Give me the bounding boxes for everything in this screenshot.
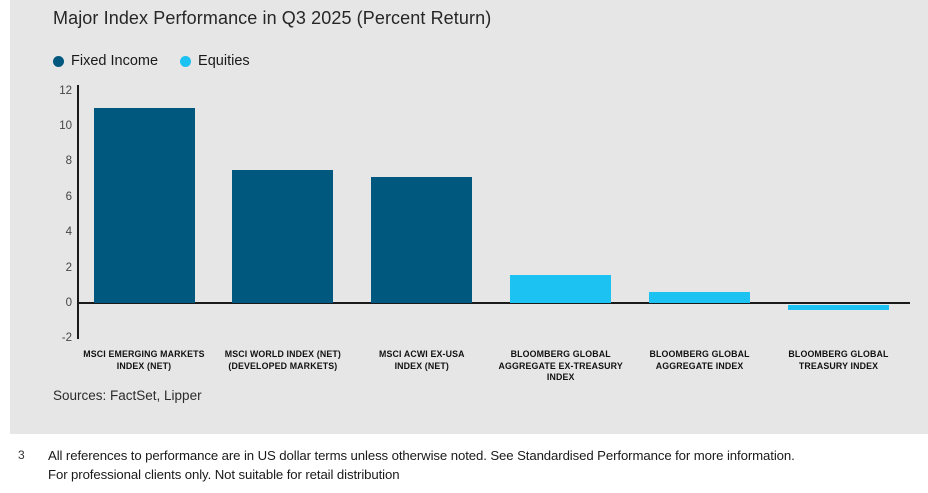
bar [93, 108, 195, 303]
plot-area: 12 10 8 6 4 2 0 -2 MSCI EMERGING MARKETS INDEX (N… [10, 0, 928, 434]
y-axis-line [77, 85, 79, 339]
y-axis-tick-label: 2 [65, 261, 72, 274]
legend-label: Fixed Income [71, 53, 159, 69]
bar [232, 170, 334, 303]
bar [371, 177, 473, 303]
x-axis-category-label: BLOOMBERG GLOBAL AGGREGATE INDEX [649, 349, 750, 371]
y-axis-tick-label: 10 [59, 120, 72, 132]
legend-item: Equities [180, 53, 250, 69]
legend-item: Fixed Income [53, 53, 158, 69]
y-axis-tick-label: 8 [65, 155, 72, 168]
legend-dot-icon [53, 55, 64, 67]
chart-panel: Major Index Performance in Q3 2025 (Perc… [10, 0, 928, 434]
x-axis-category-label: MSCI WORLD INDEX (NET) (DEVELOPED MARKETS… [224, 349, 341, 371]
footnote-line-2: For professional clients only. Not suita… [48, 467, 400, 482]
bar [788, 305, 889, 311]
x-axis-category-label: MSCI EMERGING MARKETS INDEX (NET) [83, 349, 205, 371]
legend-label: Equities [198, 53, 250, 69]
x-axis-zero-line [77, 302, 910, 304]
footnote-text: All references to performance are in US … [48, 446, 795, 484]
y-axis-tick-label: 12 [59, 84, 72, 97]
bar [510, 274, 612, 303]
x-axis-category-label: BLOOMBERG GLOBAL TREASURY INDEX [788, 349, 889, 371]
x-axis-category-label: MSCI ACWI EX-USA INDEX (NET) [378, 349, 465, 371]
footnote-number: 3 [18, 448, 25, 462]
sources-note: Sources: FactSet, Lipper [53, 388, 202, 403]
legend-dot-icon [180, 55, 192, 67]
bar [649, 292, 751, 303]
y-axis-tick-label: 4 [65, 226, 72, 239]
footnote-line-1: All references to performance are in US … [48, 448, 795, 463]
chart-title: Major Index Performance in Q3 2025 (Perc… [53, 8, 492, 28]
y-axis-tick-label: -2 [61, 332, 72, 345]
x-axis-category-label: BLOOMBERG GLOBAL AGGREGATE EX-TREASURY IND… [498, 349, 623, 382]
y-axis-tick-label: 6 [65, 190, 72, 203]
legend: Fixed Income Equities [53, 53, 250, 69]
y-axis-tick-label: 0 [65, 297, 72, 309]
